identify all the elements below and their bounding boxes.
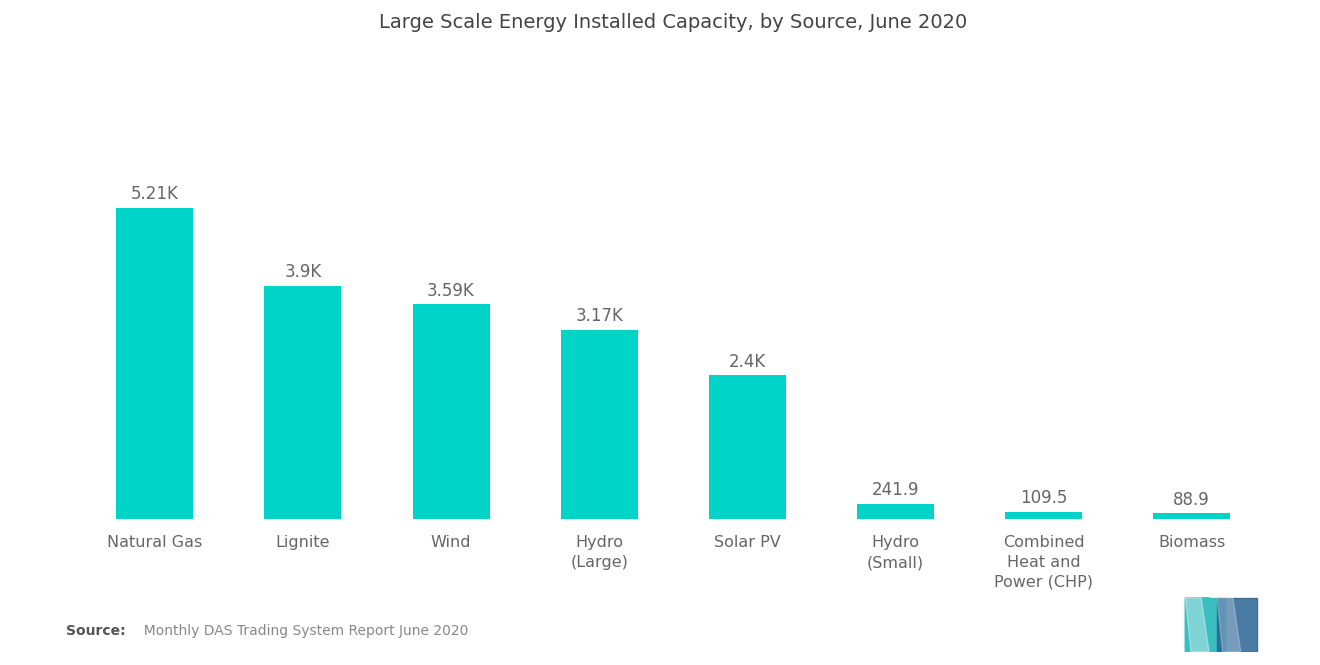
Text: 3.17K: 3.17K bbox=[576, 307, 623, 325]
Text: Source:: Source: bbox=[66, 624, 125, 638]
Bar bbox=[709, 376, 785, 519]
Text: 2.4K: 2.4K bbox=[729, 352, 766, 370]
Polygon shape bbox=[1185, 598, 1209, 652]
Text: 5.21K: 5.21K bbox=[131, 185, 178, 203]
Polygon shape bbox=[1185, 598, 1225, 652]
Bar bbox=[413, 305, 490, 519]
Text: 241.9: 241.9 bbox=[871, 481, 919, 499]
Bar bbox=[264, 286, 342, 519]
Bar bbox=[1005, 512, 1082, 519]
Text: 3.9K: 3.9K bbox=[284, 263, 322, 281]
Polygon shape bbox=[1217, 598, 1257, 652]
Text: 88.9: 88.9 bbox=[1173, 491, 1210, 509]
Text: 3.59K: 3.59K bbox=[428, 282, 475, 300]
Polygon shape bbox=[1217, 598, 1241, 652]
Bar bbox=[857, 504, 933, 519]
Text: Monthly DAS Trading System Report June 2020: Monthly DAS Trading System Report June 2… bbox=[135, 624, 469, 638]
Title: Large Scale Energy Installed Capacity, by Source, June 2020: Large Scale Energy Installed Capacity, b… bbox=[379, 13, 968, 32]
Bar bbox=[116, 207, 193, 519]
Text: 109.5: 109.5 bbox=[1020, 489, 1067, 507]
Bar bbox=[561, 330, 638, 519]
Bar bbox=[1154, 513, 1230, 519]
Polygon shape bbox=[1185, 598, 1225, 652]
